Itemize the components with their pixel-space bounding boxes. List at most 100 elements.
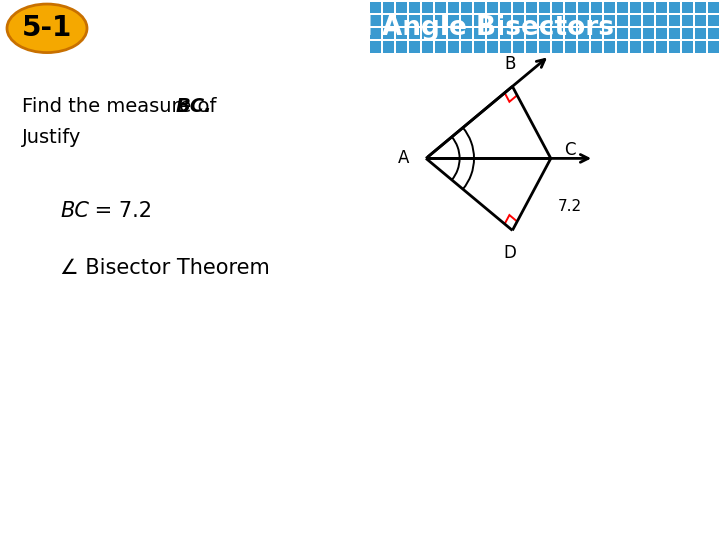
Bar — [591, 28, 602, 39]
Bar — [565, 2, 576, 13]
Bar — [708, 42, 719, 52]
Bar — [695, 28, 706, 39]
Bar — [617, 28, 628, 39]
Bar — [604, 28, 615, 39]
Bar — [565, 28, 576, 39]
Bar — [513, 28, 524, 39]
Bar — [409, 15, 420, 26]
Bar — [513, 42, 524, 52]
Bar — [695, 2, 706, 13]
Bar — [383, 28, 394, 39]
Bar — [396, 2, 407, 13]
Bar — [617, 15, 628, 26]
Bar — [669, 42, 680, 52]
Bar — [448, 42, 459, 52]
Bar — [396, 42, 407, 52]
Bar — [539, 42, 550, 52]
Bar — [500, 2, 511, 13]
Bar — [643, 42, 654, 52]
Bar — [708, 15, 719, 26]
Bar — [448, 15, 459, 26]
Bar — [552, 2, 563, 13]
Bar — [474, 42, 485, 52]
Bar — [552, 28, 563, 39]
Text: ∠ Bisector Theorem: ∠ Bisector Theorem — [60, 258, 270, 278]
Bar — [448, 2, 459, 13]
Bar — [591, 42, 602, 52]
Bar — [669, 15, 680, 26]
Bar — [539, 15, 550, 26]
Bar — [409, 28, 420, 39]
Bar — [682, 2, 693, 13]
Bar — [500, 42, 511, 52]
Bar — [461, 2, 472, 13]
Bar — [474, 2, 485, 13]
Bar — [630, 2, 641, 13]
Bar — [422, 15, 433, 26]
Bar — [591, 2, 602, 13]
Bar — [682, 28, 693, 39]
Bar — [669, 28, 680, 39]
Bar — [656, 2, 667, 13]
Text: BC.: BC. — [176, 97, 212, 116]
Bar — [409, 2, 420, 13]
Bar — [695, 42, 706, 52]
Bar — [461, 15, 472, 26]
Text: C: C — [564, 141, 575, 159]
Bar — [461, 42, 472, 52]
Bar — [578, 28, 589, 39]
Bar — [591, 15, 602, 26]
Bar — [526, 42, 537, 52]
Bar — [383, 15, 394, 26]
Bar — [669, 2, 680, 13]
Bar — [435, 15, 446, 26]
Bar — [513, 2, 524, 13]
Bar — [370, 28, 381, 39]
Bar — [617, 42, 628, 52]
Text: D: D — [503, 244, 516, 261]
Bar — [539, 2, 550, 13]
Text: Holt Geometry: Holt Geometry — [12, 514, 114, 528]
Bar — [656, 42, 667, 52]
Bar — [630, 28, 641, 39]
Bar — [617, 2, 628, 13]
Bar — [526, 15, 537, 26]
Bar — [396, 28, 407, 39]
Bar — [500, 28, 511, 39]
Bar — [682, 15, 693, 26]
Bar — [578, 2, 589, 13]
Bar — [396, 15, 407, 26]
Bar — [409, 42, 420, 52]
Bar — [604, 42, 615, 52]
Bar — [461, 28, 472, 39]
Text: Justify: Justify — [22, 128, 81, 147]
Bar — [682, 42, 693, 52]
Bar — [643, 15, 654, 26]
Bar — [448, 28, 459, 39]
Bar — [526, 28, 537, 39]
Bar — [552, 15, 563, 26]
Bar — [422, 42, 433, 52]
Ellipse shape — [7, 4, 87, 52]
Bar — [422, 28, 433, 39]
Bar — [630, 42, 641, 52]
Bar — [370, 2, 381, 13]
Text: B: B — [504, 55, 516, 73]
Bar — [487, 15, 498, 26]
Bar — [708, 28, 719, 39]
Bar — [695, 15, 706, 26]
Bar — [565, 42, 576, 52]
Bar — [656, 15, 667, 26]
Bar — [474, 28, 485, 39]
Text: Perpendicular and Angle Bisectors: Perpendicular and Angle Bisectors — [100, 15, 614, 42]
Bar — [474, 15, 485, 26]
Bar — [578, 15, 589, 26]
Bar — [630, 15, 641, 26]
Bar — [526, 2, 537, 13]
Bar — [643, 28, 654, 39]
Bar — [487, 28, 498, 39]
Bar — [435, 28, 446, 39]
Bar — [422, 2, 433, 13]
Bar — [487, 42, 498, 52]
Bar — [539, 28, 550, 39]
